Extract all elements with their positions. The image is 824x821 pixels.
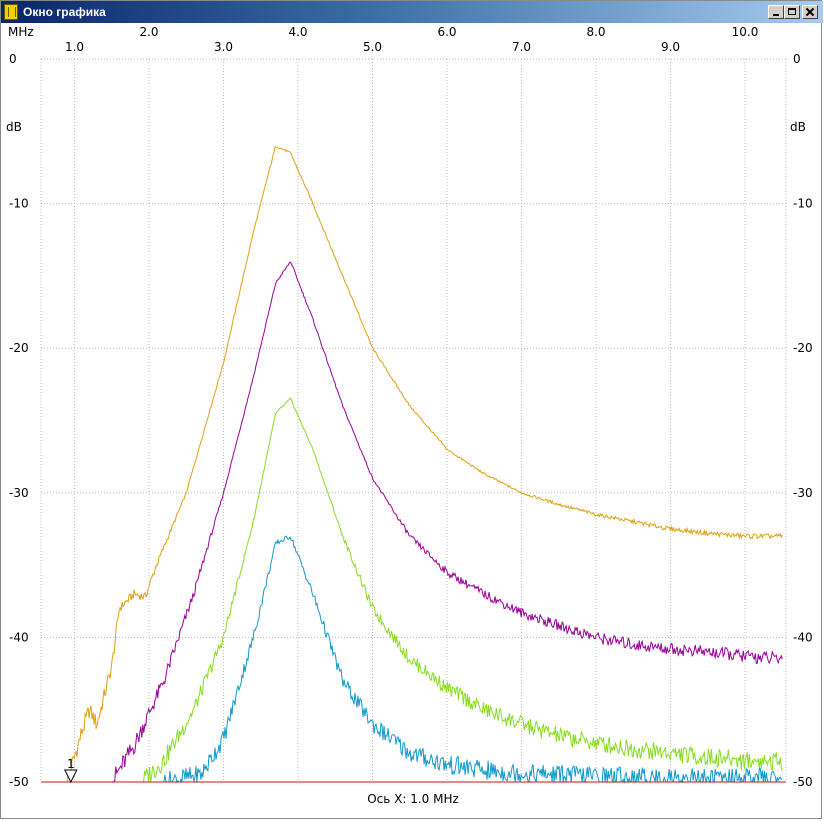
series-lines <box>41 146 786 784</box>
maximize-button[interactable] <box>784 5 800 19</box>
x-tick-label: 6.0 <box>437 25 456 39</box>
series-line-4 <box>163 535 783 784</box>
y-tick-label-left: -40 <box>9 630 29 644</box>
x-tick-label: 9.0 <box>661 40 680 54</box>
x-tick-label: 5.0 <box>363 40 382 54</box>
y-unit-label-right: dB <box>790 120 806 134</box>
y-tick-label-right: -20 <box>793 341 813 355</box>
x-axis-caption: Ось X: 1.0 MHz <box>367 792 459 806</box>
y-tick-label-left: 0 <box>9 52 17 66</box>
series-line-1 <box>66 146 783 783</box>
x-tick-label: 2.0 <box>139 25 158 39</box>
y-tick-label-right: -50 <box>793 775 813 789</box>
y-unit-label-left: dB <box>6 120 22 134</box>
x-tick-label: 3.0 <box>214 40 233 54</box>
y-tick-label-right: -30 <box>793 486 813 500</box>
minimize-button[interactable] <box>768 5 784 19</box>
x-tick-label: 10.0 <box>732 25 759 39</box>
y-tick-label-left: -10 <box>9 197 29 211</box>
x-tick-label: 1.0 <box>65 40 84 54</box>
x-unit-label: MHz <box>8 25 34 39</box>
y-tick-label-right: -40 <box>793 630 813 644</box>
x-tick-label: 4.0 <box>288 25 307 39</box>
y-tick-label-left: -20 <box>9 341 29 355</box>
marker[interactable]: 1 <box>63 757 78 784</box>
marker-triangle-icon[interactable] <box>63 769 78 784</box>
window-title: Окно графика <box>23 5 106 19</box>
grid <box>40 58 787 782</box>
marker-label: 1 <box>67 757 75 771</box>
app-icon <box>4 4 18 20</box>
close-button[interactable] <box>802 5 818 19</box>
y-tick-labels: 0 0 -10 -10 -20 -20 -30 -30 -40 -40 -50 -50 <box>9 52 813 789</box>
x-tick-labels: 1.0 2.0 3.0 4.0 5.0 6.0 7.0 8.0 9.0 10.0 <box>65 25 758 54</box>
y-tick-label-right: 0 <box>793 52 801 66</box>
x-tick-label: 7.0 <box>512 40 531 54</box>
x-tick-label: 8.0 <box>586 25 605 39</box>
y-tick-label-left: -30 <box>9 486 29 500</box>
series-line-2 <box>111 261 783 783</box>
series-line-3 <box>141 397 783 783</box>
y-tick-label-right: -10 <box>793 197 813 211</box>
title-bar[interactable]: Окно графика <box>1 1 823 23</box>
y-tick-label-left: -50 <box>9 775 29 789</box>
